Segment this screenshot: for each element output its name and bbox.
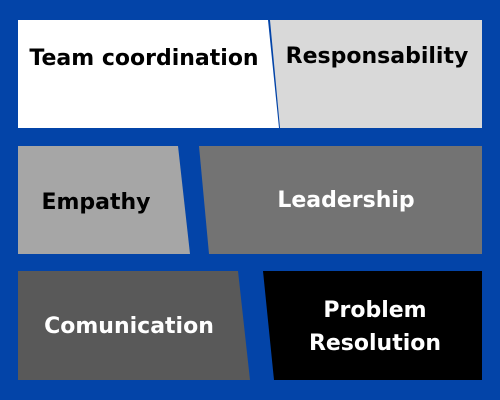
tile-shape-comunication <box>18 271 250 380</box>
tile-label-leadership: Leadership <box>277 187 415 213</box>
tile-label-empathy: Empathy <box>41 189 151 215</box>
tile-shape-problem-resolution <box>263 271 482 380</box>
tile-label-comunication: Comunication <box>44 313 214 339</box>
tile-label-problem-resolution: Problem Resolution <box>308 298 442 356</box>
tile-shape-responsability <box>270 20 482 128</box>
tile-shape-leadership <box>199 146 482 254</box>
tile-label-team-coordination: Team coordination <box>29 45 259 71</box>
tile-shape-team-coordination <box>18 20 279 128</box>
tile-label-responsability: Responsability <box>285 43 469 69</box>
tile-shape-empathy <box>18 146 190 254</box>
